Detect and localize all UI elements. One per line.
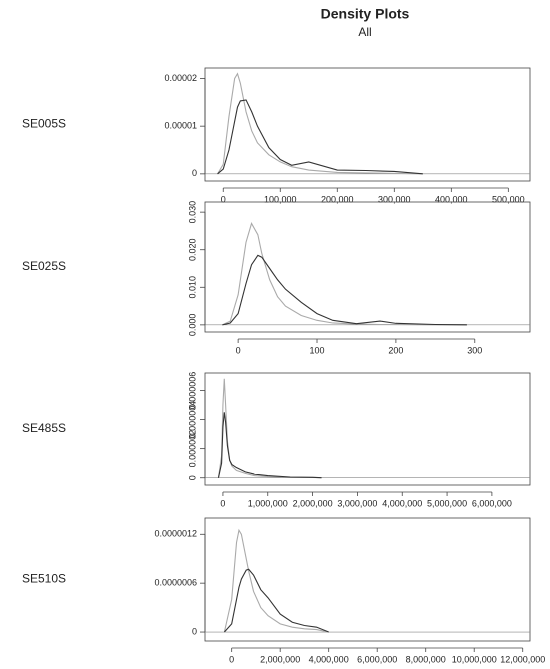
chart-title: Density Plots — [321, 6, 410, 22]
x-tick-label: 300 — [467, 345, 482, 355]
density-line — [217, 99, 423, 175]
density-line — [223, 568, 329, 633]
chart-subtitle: All — [358, 25, 371, 39]
density-line — [223, 528, 329, 633]
panel-label: SE485S — [22, 421, 66, 435]
plot-box — [204, 517, 531, 642]
x-tick-label: 100 — [309, 345, 324, 355]
plot-box — [204, 372, 531, 486]
x-tick-label: 4,000,000 — [309, 654, 349, 664]
x-tick-label: 10,000,000 — [452, 654, 497, 664]
x-tick-label: 12,000,000 — [500, 654, 545, 664]
x-tick-label: 6,000,000 — [472, 498, 512, 508]
x-tick-label: 100,000 — [264, 194, 297, 204]
x-tick-label: 200,000 — [321, 194, 354, 204]
density-line — [217, 378, 322, 479]
x-tick-label: 0 — [220, 498, 225, 508]
x-tick-label: 6,000,000 — [357, 654, 397, 664]
y-tick-label: 0.000002 — [187, 430, 197, 468]
density-line — [217, 412, 322, 479]
x-tick-label: 5,000,000 — [427, 498, 467, 508]
x-tick-label: 2,000,000 — [260, 654, 300, 664]
y-tick-label: 0 — [192, 168, 197, 178]
y-tick-label: 0.000 — [187, 314, 197, 337]
y-tick-label: 0 — [192, 626, 197, 636]
x-tick-label: 0 — [221, 194, 226, 204]
x-tick-label: 0 — [229, 654, 234, 664]
y-tick-label: 0.00001 — [164, 121, 197, 131]
y-tick-label: 0.0000006 — [154, 578, 197, 588]
panel-label: SE510S — [22, 572, 66, 586]
panel-label: SE025S — [22, 259, 66, 273]
y-tick-label: 0.000004 — [187, 401, 197, 439]
y-tick-label: 0.020 — [187, 238, 197, 261]
y-tick-label: 0.010 — [187, 276, 197, 299]
x-tick-label: 0 — [236, 345, 241, 355]
y-tick-label: 0.0000012 — [154, 529, 197, 539]
plot-box — [204, 67, 531, 182]
y-tick-label: 0 — [187, 475, 197, 480]
density-line — [217, 72, 423, 175]
x-tick-label: 300,000 — [378, 194, 411, 204]
y-tick-label: 0.00002 — [164, 73, 197, 83]
x-tick-label: 400,000 — [435, 194, 468, 204]
x-tick-label: 3,000,000 — [337, 498, 377, 508]
x-tick-label: 200 — [388, 345, 403, 355]
y-tick-label: 0.030 — [187, 201, 197, 224]
x-tick-label: 2,000,000 — [293, 498, 333, 508]
density-line — [222, 222, 467, 326]
plot-box — [204, 201, 531, 333]
x-tick-label: 8,000,000 — [406, 654, 446, 664]
x-tick-label: 500,000 — [492, 194, 525, 204]
density-line — [222, 254, 467, 326]
y-tick-label: 0.000006 — [187, 372, 197, 410]
x-tick-label: 1,000,000 — [248, 498, 288, 508]
x-tick-label: 4,000,000 — [382, 498, 422, 508]
panel-label: SE005S — [22, 117, 66, 131]
